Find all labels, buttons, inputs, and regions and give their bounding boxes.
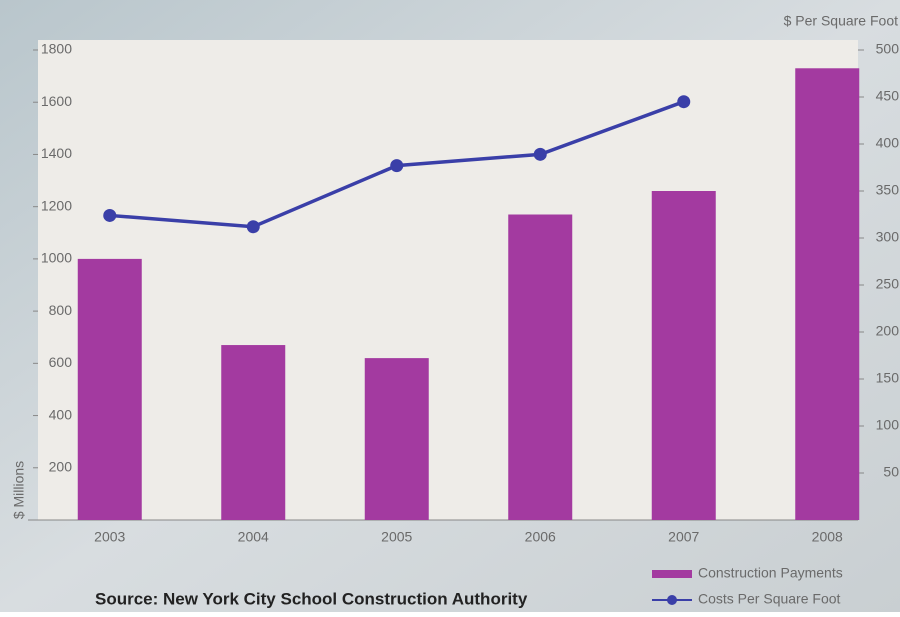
- y2-tick-label: 50: [883, 464, 899, 480]
- y-tick-label: 200: [49, 458, 73, 474]
- x-tick-label: 2004: [238, 529, 269, 545]
- y-tick-label: 1400: [41, 145, 72, 161]
- line-point: [677, 95, 691, 109]
- y-axis-label: $ Millions: [11, 461, 27, 519]
- y2-tick-label: 300: [876, 229, 900, 245]
- x-tick-label: 2005: [381, 529, 412, 545]
- y2-tick-label: 250: [876, 276, 900, 292]
- x-tick-label: 2008: [812, 529, 843, 545]
- bar: [364, 358, 429, 520]
- source: Source: New York City School Constructio…: [95, 589, 528, 608]
- bar: [77, 258, 142, 520]
- y-tick-label: 1800: [41, 41, 72, 57]
- bar: [651, 191, 716, 520]
- legend-label: Costs Per Square Foot: [698, 591, 841, 607]
- legend-swatch: [652, 570, 692, 578]
- line-point: [390, 159, 404, 173]
- y-tick-label: 600: [49, 354, 73, 370]
- y2-tick-label: 500: [876, 41, 900, 57]
- y2-tick-label: 100: [876, 417, 900, 433]
- y2-tick-label: 350: [876, 182, 900, 198]
- x-tick-label: 2003: [94, 529, 125, 545]
- y2-tick-label: 200: [876, 323, 900, 339]
- y-tick-label: 1600: [41, 93, 72, 109]
- line-point: [103, 208, 117, 222]
- legend-label: Construction Payments: [698, 565, 843, 581]
- y-tick-label: 400: [49, 406, 73, 422]
- line-point: [533, 147, 547, 161]
- line-point: [246, 220, 260, 234]
- bar: [795, 68, 860, 521]
- bar: [221, 345, 286, 520]
- y-tick-label: 1200: [41, 197, 72, 213]
- y-tick-label: 800: [49, 302, 73, 318]
- x-tick-label: 2007: [668, 529, 699, 545]
- plot-area: [38, 40, 858, 520]
- x-tick-label: 2006: [525, 529, 556, 545]
- y2-tick-label: 400: [876, 135, 900, 151]
- y2-tick-label: 450: [876, 88, 900, 104]
- legend-swatch: [667, 595, 677, 605]
- y2-tick-label: 150: [876, 370, 900, 386]
- y-tick-label: 1000: [41, 250, 72, 266]
- bar: [508, 214, 573, 520]
- y2-axis-label: $ Per Square Foot: [784, 13, 899, 29]
